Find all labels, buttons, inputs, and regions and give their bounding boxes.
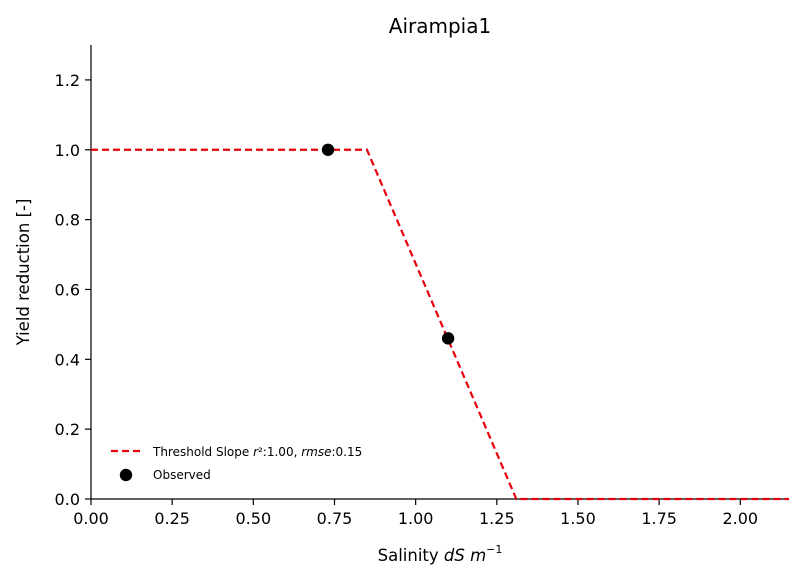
y-tick-label: 0.6: [55, 280, 80, 299]
x-tick-label: 2.00: [722, 509, 758, 528]
x-tick-label: 0.25: [154, 509, 190, 528]
y-tick-label: 0.8: [55, 211, 80, 230]
y-ticks: 0.0 0.2 0.4 0.6 0.8 1.0 1.2: [55, 71, 91, 509]
x-tick-label: 1.00: [398, 509, 434, 528]
legend-label-part: Threshold Slope: [152, 445, 253, 459]
x-ticks: 0.00 0.25 0.50 0.75 1.00 1.25 1.50 1.75 2.00: [73, 499, 758, 528]
axes: [90, 45, 789, 500]
y-tick-label: 0.2: [55, 420, 80, 439]
x-tick-label: 1.25: [479, 509, 515, 528]
x-tick-label: 1.50: [560, 509, 596, 528]
legend-label-threshold-slope: Threshold Slope r²:1.00, rmse:0.15: [152, 445, 362, 459]
legend-marker-swatch: [119, 468, 133, 482]
legend-label-part: :0.15: [331, 445, 362, 459]
y-tick-label: 0.4: [55, 350, 80, 369]
x-tick-label: 1.75: [641, 509, 677, 528]
legend-label-observed: Observed: [153, 468, 211, 482]
observed-point: [441, 332, 455, 345]
y-tick-label: 0.0: [55, 490, 80, 509]
y-tick-label: 1.0: [55, 141, 80, 160]
legend-label-part: r: [253, 445, 259, 459]
x-axis-label-exponent: −1: [486, 543, 502, 556]
x-tick-label: 0.75: [317, 509, 353, 528]
series-layer: [91, 143, 789, 501]
legend: Threshold Slope r²:1.00, rmse:0.15 Observ…: [111, 445, 362, 482]
observed-point: [321, 143, 335, 156]
x-tick-label: 0.50: [236, 509, 272, 528]
x-tick-label: 0.00: [73, 509, 109, 528]
y-tick-label: 1.2: [55, 71, 80, 90]
x-axis-label-prefix: Salinity: [378, 546, 444, 565]
y-axis-label: Yield reduction [-]: [14, 199, 33, 347]
threshold-slope-line: [91, 148, 789, 501]
x-axis-label: Salinity dS m−1: [378, 543, 503, 565]
x-axis-label-math: dS m: [444, 546, 486, 565]
legend-label-part: ²:1.00,: [258, 445, 301, 459]
legend-label-part: rmse: [301, 445, 331, 459]
chart-title: Airampia1: [389, 14, 491, 38]
